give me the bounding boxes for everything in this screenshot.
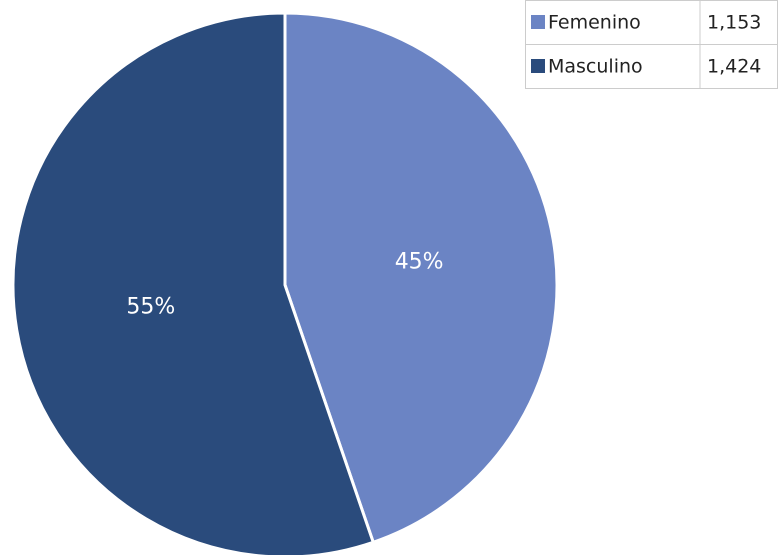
legend-label: Masculino xyxy=(548,56,643,78)
slice-label: 55% xyxy=(126,294,175,319)
legend-row xyxy=(525,44,778,89)
slice-label: 45% xyxy=(395,250,444,275)
legend-swatch xyxy=(531,15,545,29)
legend-row xyxy=(525,0,778,45)
legend-value: 1,153 xyxy=(707,12,761,34)
pie-slice xyxy=(11,11,376,555)
pie-slice xyxy=(283,11,559,545)
legend-value: 1,424 xyxy=(707,56,761,78)
legend-swatch xyxy=(531,59,545,73)
legend-label: Femenino xyxy=(548,12,641,34)
